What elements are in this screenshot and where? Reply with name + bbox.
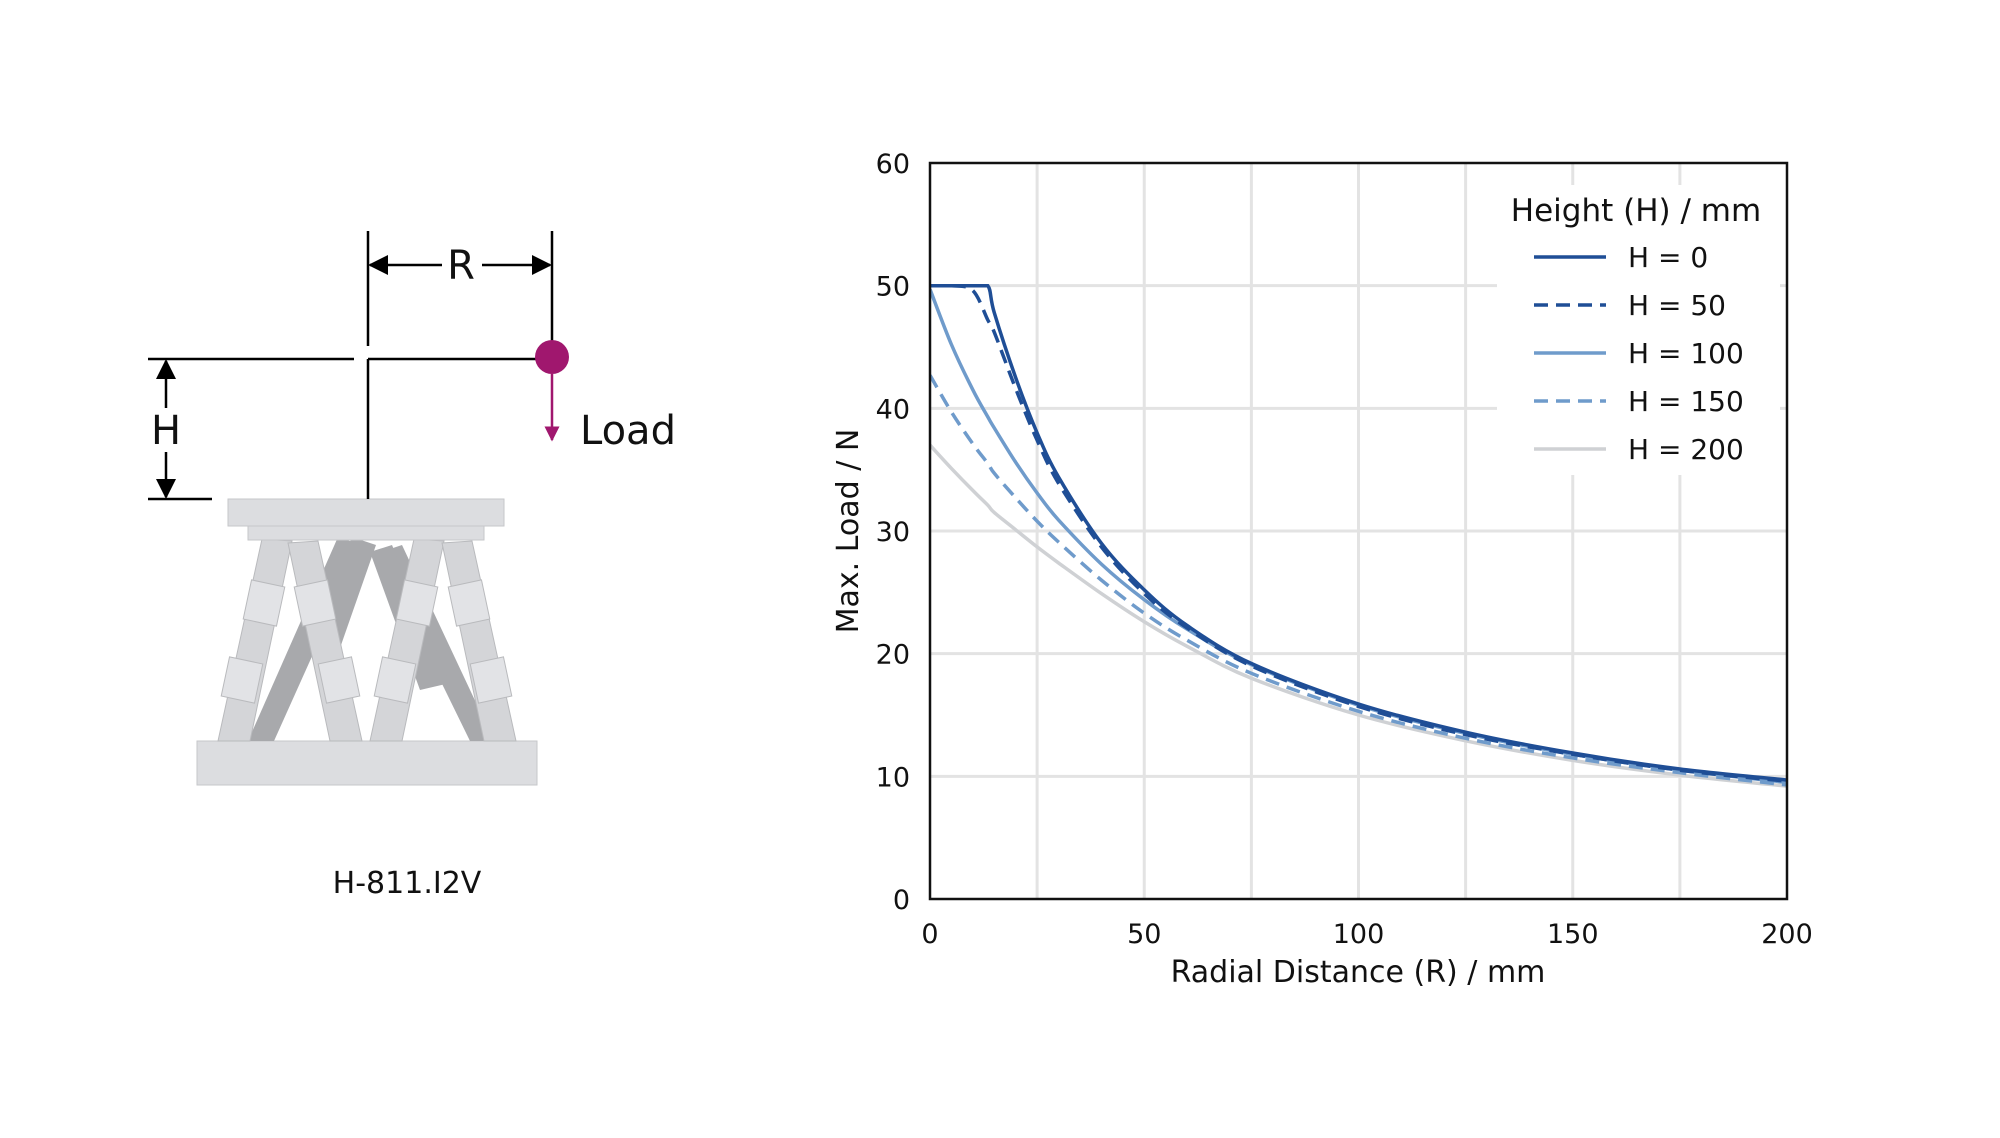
hexapod-top-plate-underside — [247, 525, 485, 541]
x-tick-label: 0 — [921, 919, 938, 950]
series-line — [930, 374, 1787, 787]
legend-title: Height (H) / mm — [1511, 193, 1761, 229]
height-label: H — [151, 408, 181, 454]
legend-label: H = 0 — [1628, 241, 1708, 274]
x-tick-label: 200 — [1761, 919, 1813, 950]
legend-label: H = 200 — [1628, 433, 1744, 466]
series-line — [930, 283, 1787, 782]
y-tick-label: 10 — [876, 762, 910, 793]
chart-curves — [930, 283, 1787, 788]
legend-label: H = 150 — [1628, 385, 1744, 418]
legend-background — [1497, 185, 1780, 475]
x-tick-label: 100 — [1333, 919, 1385, 950]
y-axis-title: Max. Load / N — [831, 429, 866, 634]
hexapod-top-plate — [227, 498, 505, 527]
chart-legend: Height (H) / mm H = 0 H = 50 H = 100 H = 15… — [1497, 185, 1780, 475]
y-tick-label: 60 — [876, 149, 910, 180]
legend-label: H = 50 — [1628, 289, 1726, 322]
series-line — [930, 443, 1787, 788]
load-point — [535, 340, 569, 374]
y-tick-label: 40 — [876, 394, 910, 425]
legend-items: H = 0 H = 50 H = 100 H = 150 H = 200 — [1534, 241, 1744, 466]
hexapod-diagram: R H Load H-811.I2V — [148, 231, 676, 901]
max-load-chart: 0 50 100 150 200 0 10 20 30 40 50 60 Radial Distan… — [831, 149, 1813, 990]
load-label: Load — [580, 408, 676, 454]
x-tick-labels: 0 50 100 150 200 — [921, 919, 1812, 950]
x-tick-label: 150 — [1547, 919, 1599, 950]
radius-label: R — [447, 243, 475, 289]
model-caption: H-811.I2V — [333, 866, 482, 901]
hexapod-base-plate — [196, 740, 538, 786]
y-tick-label: 30 — [876, 517, 910, 548]
y-tick-label: 50 — [876, 272, 910, 303]
x-axis-title: Radial Distance (R) / mm — [1171, 955, 1546, 990]
y-tick-labels: 0 10 20 30 40 50 60 — [876, 149, 910, 916]
plot-frame — [928, 161, 1789, 901]
y-tick-label: 20 — [876, 640, 910, 671]
hexapod-front-struts — [217, 538, 517, 742]
x-tick-label: 50 — [1127, 919, 1161, 950]
y-tick-label: 0 — [893, 885, 910, 916]
legend-label: H = 100 — [1628, 337, 1744, 370]
